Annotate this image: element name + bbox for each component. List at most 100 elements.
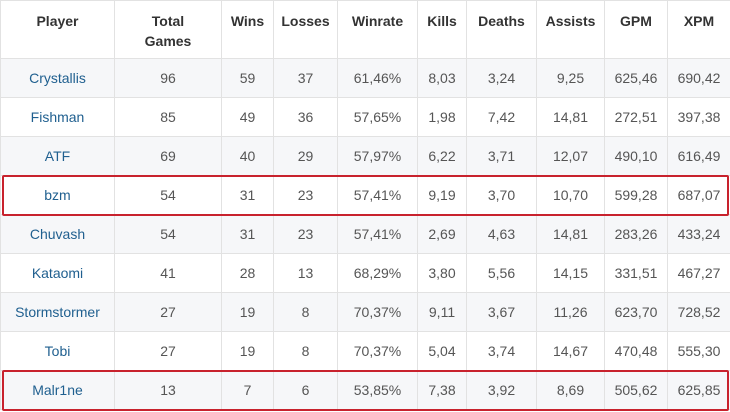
player-name-link[interactable]: Tobi — [0, 331, 115, 371]
cell-winrate: 68,29% — [337, 253, 418, 293]
header-losses[interactable]: Losses — [273, 0, 338, 59]
cell-wins: 7 — [221, 370, 274, 410]
header-winrate[interactable]: Winrate — [337, 0, 418, 59]
cell-losses: 37 — [273, 58, 338, 98]
cell-winrate: 57,41% — [337, 214, 418, 254]
cell-xpm: 555,30 — [667, 331, 730, 371]
cell-deaths: 7,42 — [466, 97, 537, 137]
header-row: Player Total Games Wins Losses Winrate Ki… — [0, 0, 730, 59]
cell-gpm: 470,48 — [604, 331, 668, 371]
cell-winrate: 70,37% — [337, 292, 418, 332]
table-row: Malr1ne 13 7 6 53,85% 7,38 3,92 8,69 505,62 625,8… — [0, 370, 730, 410]
cell-losses: 36 — [273, 97, 338, 137]
cell-total: 96 — [114, 58, 222, 98]
cell-assists: 14,81 — [536, 97, 605, 137]
cell-total: 69 — [114, 136, 222, 176]
cell-xpm: 690,42 — [667, 58, 730, 98]
header-wins[interactable]: Wins — [221, 0, 274, 59]
cell-winrate: 57,65% — [337, 97, 418, 137]
cell-assists: 14,81 — [536, 214, 605, 254]
cell-kills: 3,80 — [417, 253, 467, 293]
cell-total: 54 — [114, 214, 222, 254]
cell-assists: 9,25 — [536, 58, 605, 98]
cell-gpm: 490,10 — [604, 136, 668, 176]
cell-winrate: 57,97% — [337, 136, 418, 176]
header-total-games-line1: Total — [151, 13, 185, 29]
cell-winrate: 53,85% — [337, 370, 418, 410]
table-row: ATF 69 40 29 57,97% 6,22 3,71 12,07 490,10 616,49 — [0, 136, 730, 176]
header-total-games-line2: Games — [144, 33, 192, 49]
header-xpm[interactable]: XPM — [667, 0, 730, 59]
player-name-link[interactable]: bzm — [0, 175, 115, 215]
player-name-link[interactable]: Chuvash — [0, 214, 115, 254]
cell-deaths: 5,56 — [466, 253, 537, 293]
cell-assists: 14,15 — [536, 253, 605, 293]
table-body: Crystallis 96 59 37 61,46% 8,03 3,24 9,25 625,46… — [0, 58, 730, 410]
cell-total: 13 — [114, 370, 222, 410]
table-row: Crystallis 96 59 37 61,46% 8,03 3,24 9,25 625,46… — [0, 58, 730, 98]
cell-assists: 11,26 — [536, 292, 605, 332]
cell-kills: 9,19 — [417, 175, 467, 215]
player-name-link[interactable]: Crystallis — [0, 58, 115, 98]
cell-kills: 5,04 — [417, 331, 467, 371]
cell-assists: 12,07 — [536, 136, 605, 176]
cell-assists: 14,67 — [536, 331, 605, 371]
cell-losses: 8 — [273, 331, 338, 371]
header-gpm[interactable]: GPM — [604, 0, 668, 59]
cell-deaths: 4,63 — [466, 214, 537, 254]
cell-wins: 49 — [221, 97, 274, 137]
cell-kills: 7,38 — [417, 370, 467, 410]
cell-xpm: 625,85 — [667, 370, 730, 410]
player-name-link[interactable]: Stormstormer — [0, 292, 115, 332]
cell-gpm: 625,46 — [604, 58, 668, 98]
table-row: Stormstormer 27 19 8 70,37% 9,11 3,67 11,26 623,… — [0, 292, 730, 332]
cell-wins: 31 — [221, 175, 274, 215]
cell-winrate: 57,41% — [337, 175, 418, 215]
cell-gpm: 283,26 — [604, 214, 668, 254]
player-name-link[interactable]: Malr1ne — [0, 370, 115, 410]
table-row: Fishman 85 49 36 57,65% 1,98 7,42 14,81 272,51 39… — [0, 97, 730, 137]
player-name-link[interactable]: Kataomi — [0, 253, 115, 293]
cell-xpm: 433,24 — [667, 214, 730, 254]
cell-losses: 23 — [273, 175, 338, 215]
cell-deaths: 3,70 — [466, 175, 537, 215]
cell-deaths: 3,74 — [466, 331, 537, 371]
cell-kills: 1,98 — [417, 97, 467, 137]
cell-xpm: 616,49 — [667, 136, 730, 176]
header-deaths[interactable]: Deaths — [466, 0, 537, 59]
cell-deaths: 3,24 — [466, 58, 537, 98]
cell-deaths: 3,92 — [466, 370, 537, 410]
header-assists[interactable]: Assists — [536, 0, 605, 59]
cell-total: 41 — [114, 253, 222, 293]
cell-wins: 19 — [221, 331, 274, 371]
cell-total: 27 — [114, 331, 222, 371]
cell-total: 27 — [114, 292, 222, 332]
cell-total: 85 — [114, 97, 222, 137]
cell-winrate: 70,37% — [337, 331, 418, 371]
cell-total: 54 — [114, 175, 222, 215]
player-name-link[interactable]: ATF — [0, 136, 115, 176]
cell-winrate: 61,46% — [337, 58, 418, 98]
header-player[interactable]: Player — [0, 0, 115, 59]
player-name-link[interactable]: Fishman — [0, 97, 115, 137]
table-row: Chuvash 54 31 23 57,41% 2,69 4,63 14,81 283,26 43… — [0, 214, 730, 254]
cell-gpm: 623,70 — [604, 292, 668, 332]
cell-assists: 8,69 — [536, 370, 605, 410]
cell-kills: 6,22 — [417, 136, 467, 176]
cell-wins: 31 — [221, 214, 274, 254]
cell-gpm: 599,28 — [604, 175, 668, 215]
cell-losses: 29 — [273, 136, 338, 176]
table-row: Tobi 27 19 8 70,37% 5,04 3,74 14,67 470,48 555,30 — [0, 331, 730, 371]
cell-deaths: 3,67 — [466, 292, 537, 332]
cell-kills: 2,69 — [417, 214, 467, 254]
cell-kills: 9,11 — [417, 292, 467, 332]
cell-assists: 10,70 — [536, 175, 605, 215]
cell-gpm: 331,51 — [604, 253, 668, 293]
cell-gpm: 505,62 — [604, 370, 668, 410]
cell-wins: 40 — [221, 136, 274, 176]
table-row: bzm 54 31 23 57,41% 9,19 3,70 10,70 599,28 687,07 — [0, 175, 730, 215]
header-kills[interactable]: Kills — [417, 0, 467, 59]
header-total-games[interactable]: Total Games — [114, 0, 222, 59]
cell-losses: 13 — [273, 253, 338, 293]
cell-losses: 8 — [273, 292, 338, 332]
